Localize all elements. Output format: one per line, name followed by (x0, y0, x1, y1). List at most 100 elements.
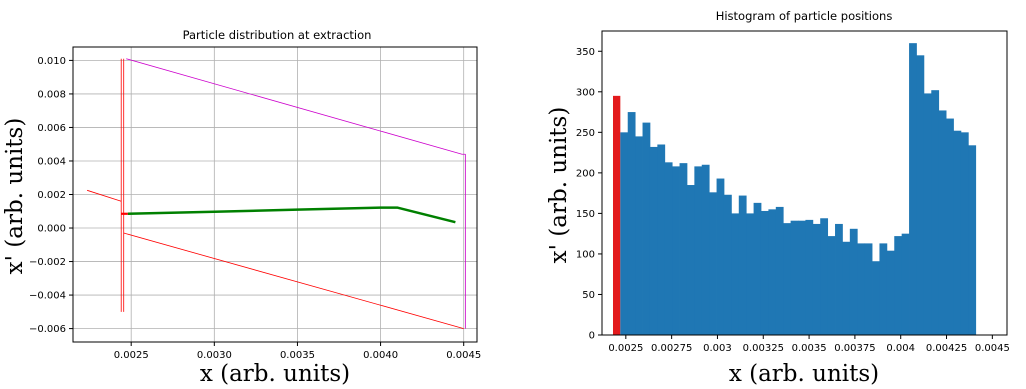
histogram-chart: Histogram of particle positions 0.0025 0.… (546, 9, 1010, 387)
histogram-bar (723, 194, 732, 335)
right-y-tick-label: 50 (582, 290, 595, 301)
left-series-line-3 (123, 232, 464, 329)
histogram-bar (938, 110, 947, 335)
histogram-bar (716, 178, 725, 335)
left-x-tick-label: 0.0045 (446, 350, 481, 361)
histogram-bar (709, 192, 717, 335)
right-x-tick-label: 0.0025 (608, 343, 643, 354)
histogram-bar (901, 233, 910, 335)
right-plot-frame (601, 30, 1008, 336)
histogram-bar (909, 43, 917, 335)
left-y-tick-label: 0.000 (37, 224, 66, 235)
histogram-bar (686, 185, 695, 335)
right-y-axis-label: x' (arb. units) (546, 107, 572, 264)
left-x-ticks: 0.0025 0.0030 0.0035 0.0040 0.0045 (114, 342, 481, 361)
right-x-tick-label: 0.00325 (743, 343, 784, 354)
histogram-bar (694, 166, 703, 335)
left-y-tick-label: −0.004 (29, 291, 66, 302)
histogram-bar (760, 210, 769, 335)
histogram-bar (731, 213, 740, 335)
left-y-tick-label: 0.004 (37, 156, 66, 167)
right-x-tick-label: 0.00375 (834, 343, 875, 354)
right-x-tick-label: 0.0035 (792, 343, 827, 354)
histogram-bar (672, 166, 680, 335)
left-y-tick-label: 0.006 (37, 123, 66, 134)
left-series-line-2 (87, 189, 122, 202)
left-x-tick-label: 0.0040 (363, 350, 398, 361)
histogram-bar (627, 112, 636, 335)
histogram-bar (894, 236, 903, 335)
histogram-bar (879, 243, 888, 335)
right-x-tick-label: 0.00425 (926, 343, 967, 354)
histogram-bar (916, 55, 925, 335)
left-y-tick-label: 0.010 (37, 56, 66, 67)
right-x-axis-label: x (arb. units) (729, 361, 879, 387)
histogram-bar (746, 213, 754, 335)
left-y-axis-label: x' (arb. units) (2, 118, 28, 275)
histogram-bar (738, 195, 747, 335)
left-grid (73, 47, 477, 342)
histogram-bar (835, 223, 843, 335)
histogram-bar (649, 146, 658, 335)
right-y-ticks: 0 50 100 150 200 250 300 350 (576, 47, 602, 342)
histogram-bar (783, 223, 792, 335)
histogram-bar (790, 220, 799, 335)
right-y-tick-label: 250 (576, 128, 595, 139)
histogram-bar (960, 132, 969, 335)
right-x-tick-label: 0.004 (886, 343, 915, 354)
histogram-bar (842, 241, 851, 335)
left-y-tick-label: 0.008 (37, 89, 66, 100)
histogram-bar (864, 243, 873, 335)
right-chart-title: Histogram of particle positions (716, 9, 893, 23)
scatter-chart: Particle distribution at extraction 0.00… (2, 28, 481, 387)
left-x-axis-label: x (arb. units) (200, 361, 350, 387)
histogram-bar (923, 93, 932, 336)
histogram-bar (872, 261, 880, 335)
histogram-bar (946, 118, 954, 335)
left-y-ticks: 0.010 0.008 0.006 0.004 0.002 0.000 −0.002 −0.0… (29, 56, 73, 335)
left-x-tick-label: 0.0030 (197, 350, 232, 361)
left-chart-title: Particle distribution at extraction (183, 28, 372, 42)
right-y-tick-label: 150 (576, 209, 595, 220)
histogram-bar (768, 209, 777, 335)
histogram-bar (775, 206, 784, 335)
right-y-tick-label: 100 (576, 249, 595, 260)
left-x-tick-label: 0.0025 (114, 350, 149, 361)
histogram-bar (827, 236, 836, 335)
left-y-tick-label: −0.006 (29, 324, 66, 335)
left-series-line-4 (126, 58, 466, 329)
right-x-tick-label: 0.0045 (975, 343, 1010, 354)
left-x-tick-label: 0.0035 (280, 350, 315, 361)
right-y-tick-label: 200 (576, 168, 595, 179)
histogram-bar (953, 130, 962, 335)
histogram-bar (857, 243, 866, 335)
histogram-bar (753, 202, 762, 335)
left-y-tick-label: 0.002 (37, 190, 66, 201)
histogram-bar (798, 220, 806, 335)
histogram-bar (679, 163, 688, 335)
histogram-bar (635, 136, 643, 335)
right-bars-group (612, 43, 977, 336)
histogram-bar (657, 144, 666, 335)
histogram-bar (805, 219, 814, 335)
histogram-bar (968, 145, 977, 335)
right-x-tick-label: 0.00275 (651, 343, 692, 354)
right-y-tick-label: 0 (589, 331, 595, 342)
right-y-tick-label: 300 (576, 87, 595, 98)
histogram-bar (931, 90, 940, 335)
left-y-tick-label: −0.002 (29, 257, 66, 268)
right-x-tick-label: 0.003 (703, 343, 732, 354)
histogram-bar (849, 228, 858, 335)
histogram-bar (701, 164, 710, 335)
histogram-bar (620, 132, 629, 335)
histogram-bar (812, 223, 821, 335)
histogram-highlight-bar (612, 95, 621, 335)
left-series-line-6 (127, 206, 456, 224)
histogram-bar (820, 218, 829, 335)
histogram-bar (886, 250, 895, 335)
right-x-ticks: 0.0025 0.00275 0.003 0.00325 0.0035 0.00375 0.… (608, 335, 1010, 354)
right-y-tick-label: 350 (576, 47, 595, 58)
left-series-group (87, 58, 466, 329)
histogram-bar (664, 162, 673, 335)
